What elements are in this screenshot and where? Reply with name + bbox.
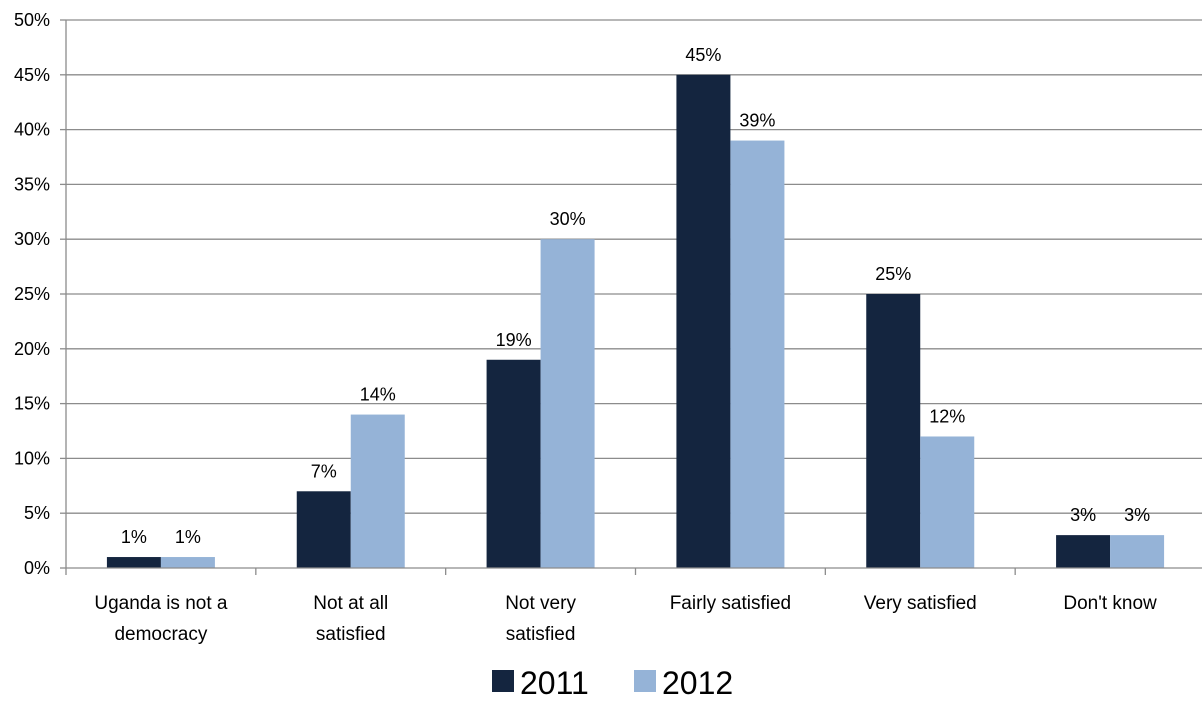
y-tick-label: 20% <box>14 339 50 359</box>
x-axis: Uganda is not a democracy Not at all satisf… <box>65 567 1202 645</box>
x-category-label: Not very satisfied <box>505 593 576 645</box>
data-label-2012: 12% <box>929 406 965 426</box>
data-label-2012: 30% <box>550 209 586 229</box>
y-tick-label: 40% <box>14 120 50 140</box>
y-tick-label: 25% <box>14 284 50 304</box>
legend-label-2012: 2012 <box>662 665 733 701</box>
y-tick-label: 5% <box>24 503 50 523</box>
bar-2012 <box>730 140 785 568</box>
data-label-2011: 1% <box>121 527 147 547</box>
data-label-2011: 3% <box>1070 505 1096 525</box>
bar-2012 <box>1110 535 1165 568</box>
y-tick-label: 30% <box>14 229 50 249</box>
data-label-2011: 45% <box>685 45 721 65</box>
data-label-2011: 7% <box>311 461 337 481</box>
bar-2011 <box>1056 535 1111 568</box>
bar-2012 <box>350 414 405 568</box>
x-category-label: Very satisfied <box>864 593 977 614</box>
bar-2011 <box>296 491 351 568</box>
data-label-2012: 3% <box>1124 505 1150 525</box>
y-tick-label: 10% <box>14 448 50 468</box>
bar-2012 <box>540 239 595 568</box>
bar-2011 <box>866 294 921 568</box>
x-category-label: Fairly satisfied <box>670 593 791 614</box>
y-tick-label: 50% <box>14 10 50 30</box>
x-category-label: Not at all satisfied <box>313 593 388 645</box>
data-label-2012: 1% <box>175 527 201 547</box>
y-tick-label: 35% <box>14 174 50 194</box>
legend: 2011 2012 <box>492 665 733 701</box>
bar-2011 <box>486 359 541 568</box>
x-category-label: Uganda is not a democracy <box>94 593 228 645</box>
y-tick-label: 45% <box>14 65 50 85</box>
legend-swatch-2011 <box>492 670 514 692</box>
bar-2012 <box>920 436 975 568</box>
legend-label-2011: 2011 <box>520 665 589 701</box>
y-tick-label: 0% <box>24 558 50 578</box>
data-label-2012: 39% <box>739 111 775 131</box>
gridlines <box>66 19 1202 514</box>
data-label-2011: 25% <box>875 264 911 284</box>
legend-swatch-2012 <box>634 670 656 692</box>
data-label-2011: 19% <box>496 330 532 350</box>
bars: 1% 1% 7% 14% 19% 30% 45% 39% 25% 12% 3% 3% <box>106 45 1165 569</box>
y-axis: 0% 5% 10% 15% 20% 25% 30% 35% 40% 45% 50% <box>14 10 67 578</box>
bar-2012 <box>160 557 215 568</box>
x-category-label: Don't know <box>1063 593 1157 614</box>
bar-2011 <box>106 557 161 568</box>
bar-2011 <box>676 74 731 569</box>
y-tick-label: 15% <box>14 394 50 414</box>
data-label-2012: 14% <box>360 385 396 405</box>
